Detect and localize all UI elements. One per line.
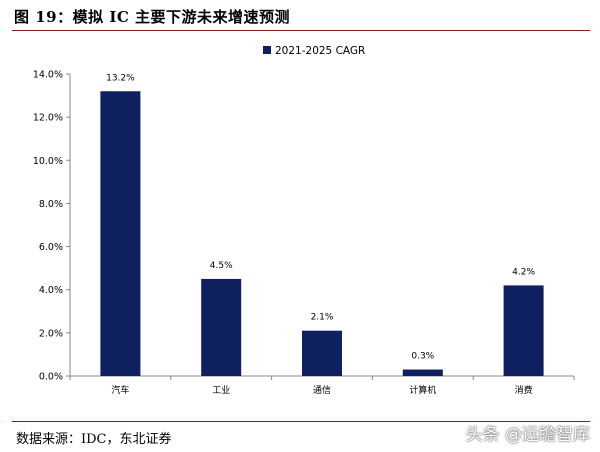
watermark: 头条 @远瞻智库 (465, 425, 590, 445)
y-tick-label: 6.0% (39, 242, 63, 253)
figure-title: 图 19：模拟 IC 主要下游未来增速预测 (14, 8, 290, 26)
legend-swatch (263, 46, 271, 54)
x-labels: 汽车 工业 通信 计算机 消费 (111, 384, 532, 396)
y-tick-label: 0.0% (39, 372, 63, 383)
x-label-0: 汽车 (111, 384, 129, 396)
bar-chart: 2021-2025 CAGR 0.0% 2.0% 4.0% 6.0% 8.0% 10.0%… (33, 45, 575, 396)
legend: 2021-2025 CAGR (263, 45, 365, 57)
data-label-1: 4.5% (210, 261, 233, 271)
x-label-2: 通信 (313, 384, 331, 396)
bar-0 (100, 91, 141, 376)
y-tick-label: 4.0% (39, 285, 63, 296)
data-label-4: 4.2% (512, 267, 535, 277)
y-tick-label: 10.0% (33, 156, 63, 167)
bar-3 (402, 369, 443, 376)
x-label-4: 消费 (515, 384, 533, 396)
y-tick-label: 12.0% (33, 113, 63, 124)
data-labels: 13.2% 4.5% 2.1% 0.3% 4.2% (106, 73, 535, 361)
x-ticks (69, 376, 575, 380)
y-ticks: 0.0% 2.0% 4.0% 6.0% 8.0% 10.0% 12.0% 14.0% (33, 70, 70, 383)
x-label-1: 工业 (212, 385, 230, 396)
title-rule (12, 30, 590, 31)
data-label-2: 2.1% (311, 313, 334, 323)
bar-2 (302, 330, 342, 376)
legend-label: 2021-2025 CAGR (275, 45, 365, 57)
y-tick-label: 2.0% (39, 328, 63, 339)
bar-4 (503, 285, 544, 376)
y-tick-label: 8.0% (39, 199, 63, 210)
x-label-3: 计算机 (409, 384, 436, 396)
y-tick-label: 14.0% (33, 70, 63, 81)
data-label-0: 13.2% (106, 73, 135, 83)
data-label-3: 0.3% (411, 352, 434, 362)
source-note: 数据来源：IDC，东北证券 (16, 432, 172, 447)
bars (100, 91, 544, 376)
bar-1 (201, 278, 242, 376)
source-rule (12, 421, 590, 422)
